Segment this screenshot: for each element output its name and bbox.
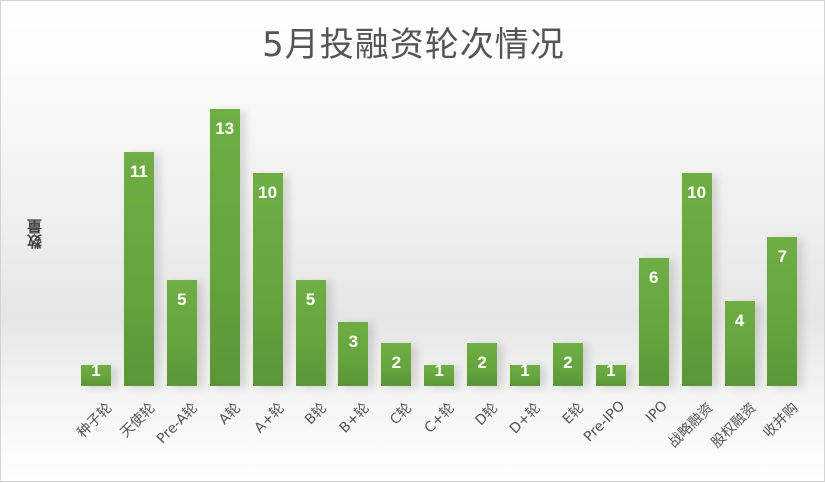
bar: 2 [381,343,412,386]
x-tick-label: 股权融资 [708,400,759,452]
x-tick-label: D+轮 [506,400,544,438]
bar-value-label: 10 [687,183,707,202]
bar: 7 [767,236,798,386]
bar: 1 [510,361,540,386]
bar-value-label: 13 [215,119,235,139]
x-tick-label: B+轮 [336,400,374,437]
bar: 3 [338,322,369,386]
bar-value-label: 5 [177,289,187,309]
bar-value-label: 2 [563,353,573,373]
bar-value-label: 10 [258,183,278,202]
bar: 5 [295,279,326,386]
x-tick-label: 收并购 [760,400,802,442]
bar-value-label: 1 [606,360,616,380]
bar: 5 [166,279,197,386]
x-tick-label: E轮 [559,400,588,428]
x-tick-label: 战略融资 [665,400,717,452]
bar-value-label: 2 [477,353,487,373]
bar: 10 [252,173,283,386]
x-tick-label: IPO [642,398,671,426]
x-tick-label: B轮 [301,400,330,429]
x-tick-label: C轮 [387,400,416,429]
chart-title: 5月投融资轮次情况 [262,25,565,65]
bar: 1 [595,361,626,386]
bar-value-label: 1 [520,360,530,380]
bar: 10 [681,173,712,386]
bar: 13 [209,109,240,386]
x-tick-label: 种子轮 [74,400,116,442]
bar-value-label: 4 [734,310,745,330]
bar-value-label: 1 [434,360,444,380]
bar: 1 [81,361,111,386]
bar-value-label: 1 [91,360,101,380]
bar-value-label: 2 [391,353,402,373]
bar: 11 [123,151,154,386]
bar: 2 [552,343,583,386]
bar-value-label: 3 [348,332,359,352]
x-tick-label: A+轮 [251,400,288,437]
bar-value-label: 5 [305,289,316,309]
bar: 6 [638,258,669,386]
x-tick-label: D轮 [472,400,502,429]
bar-value-label: 7 [777,246,788,266]
bar: 2 [467,343,498,386]
x-tick-label: Pre-A轮 [153,400,201,448]
bar-value-label: 11 [129,161,148,181]
bar: 4 [724,300,755,386]
x-tick-label: Pre-IPO [580,398,629,446]
x-tick-label: C+轮 [421,400,459,437]
bar: 1 [424,361,455,386]
bar-value-label: 6 [648,268,659,288]
x-tick-label: A轮 [215,400,244,429]
